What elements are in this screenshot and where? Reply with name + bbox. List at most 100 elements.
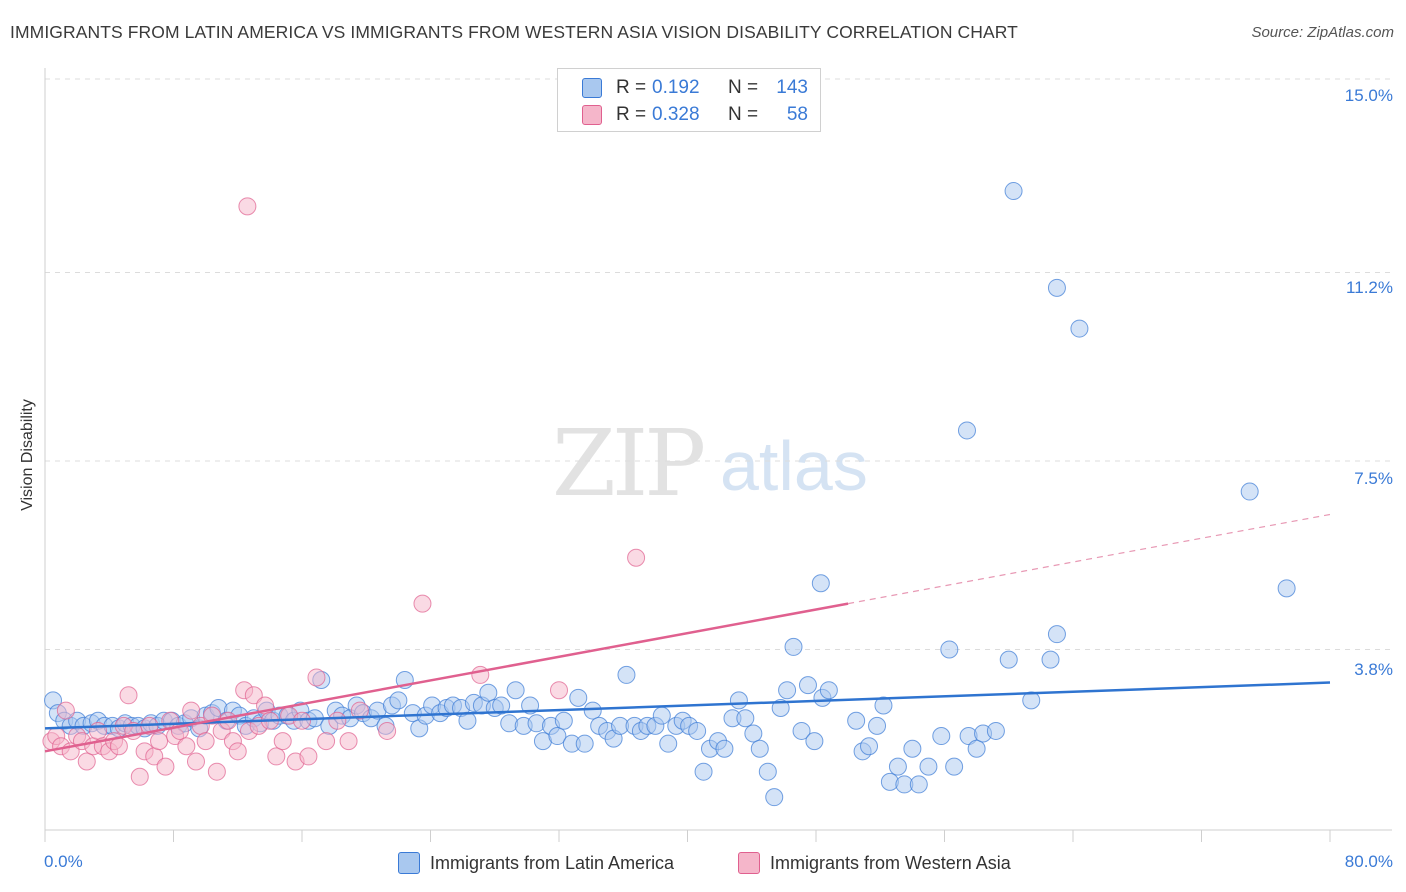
- data-point: [932, 727, 951, 746]
- data-point: [784, 637, 803, 656]
- legend-r-key: R =: [616, 104, 647, 125]
- data-point: [986, 721, 1005, 740]
- data-point: [299, 747, 318, 766]
- data-point: [378, 721, 397, 740]
- data-point: [909, 775, 928, 794]
- data-point: [238, 197, 257, 216]
- blue-swatch-icon: [582, 78, 602, 98]
- data-point: [389, 691, 408, 710]
- trend-line-western-asia-extended: [848, 513, 1331, 605]
- data-point: [186, 752, 205, 771]
- data-point: [1070, 319, 1089, 338]
- blue-swatch-icon: [398, 852, 420, 874]
- data-point: [919, 757, 938, 776]
- data-point: [694, 762, 713, 781]
- legend-r-value: 0.328: [652, 104, 700, 125]
- data-point: [182, 701, 201, 720]
- data-point: [119, 686, 138, 705]
- data-point: [506, 681, 525, 700]
- data-point: [627, 548, 646, 567]
- data-point: [413, 594, 432, 613]
- data-point: [798, 676, 817, 695]
- data-point: [888, 757, 907, 776]
- legend-n-key: N =: [728, 104, 759, 125]
- bottom-legend-latin-america: Immigrants from Latin America: [398, 852, 674, 874]
- legend-row-latin-america: R = 0.192 N = 143: [582, 77, 808, 99]
- watermark-atlas: atlas: [720, 427, 868, 505]
- data-point: [177, 737, 196, 756]
- data-point: [874, 696, 893, 715]
- data-point: [1277, 579, 1296, 598]
- legend-r-key: R =: [616, 77, 647, 98]
- series-latin-america: [44, 182, 1296, 807]
- x-tick-label-min: 0.0%: [44, 852, 83, 871]
- series-western-asia: [42, 197, 646, 786]
- data-point: [617, 665, 636, 684]
- chart-title: IMMIGRANTS FROM LATIN AMERICA VS IMMIGRA…: [10, 22, 1018, 42]
- data-point: [575, 734, 594, 753]
- watermark-zip: ZIP: [552, 410, 706, 517]
- data-point: [940, 640, 959, 659]
- legend-label: Immigrants from Western Asia: [770, 852, 1011, 873]
- data-point: [1004, 182, 1023, 201]
- data-point: [659, 734, 678, 753]
- source-label: Source: ZipAtlas.com: [1251, 24, 1394, 41]
- data-point: [765, 788, 784, 807]
- data-point: [1022, 691, 1041, 710]
- data-point: [550, 681, 568, 700]
- gridlines: [45, 78, 1392, 650]
- data-point: [771, 699, 790, 718]
- data-point: [267, 747, 286, 766]
- data-point: [228, 742, 247, 761]
- data-point: [1047, 278, 1066, 297]
- data-point: [244, 686, 263, 705]
- data-point: [758, 762, 777, 781]
- data-point: [479, 683, 498, 702]
- data-point: [729, 691, 748, 710]
- data-point: [999, 650, 1018, 669]
- data-point: [1047, 625, 1066, 644]
- data-point: [293, 711, 311, 730]
- data-point: [350, 701, 369, 720]
- legend-n-value: 143: [776, 77, 808, 98]
- y-tick-label: 3.8%: [1354, 660, 1393, 679]
- data-point: [805, 732, 824, 751]
- data-point: [811, 574, 830, 593]
- data-point: [860, 737, 879, 756]
- data-point: [1240, 482, 1259, 501]
- data-point: [156, 757, 175, 776]
- data-point: [89, 721, 108, 740]
- data-point: [652, 706, 671, 725]
- data-point: [967, 739, 986, 758]
- data-point: [196, 732, 215, 751]
- data-point: [307, 668, 326, 687]
- y-tick-label: 7.5%: [1354, 469, 1393, 488]
- data-point: [77, 752, 96, 771]
- data-point: [1041, 650, 1060, 669]
- data-point: [715, 739, 734, 758]
- y-tick-label: 15.0%: [1344, 86, 1393, 105]
- data-point: [328, 711, 347, 730]
- data-point: [150, 732, 169, 751]
- data-point: [819, 681, 838, 700]
- data-point: [492, 696, 511, 715]
- pink-swatch-icon: [582, 105, 602, 125]
- data-point: [56, 701, 75, 720]
- pink-swatch-icon: [738, 852, 760, 874]
- data-point: [339, 732, 358, 751]
- trend-lines: [44, 513, 1331, 753]
- data-point: [792, 721, 811, 740]
- trend-line-western-asia: [44, 602, 849, 753]
- data-point: [130, 767, 149, 786]
- x-tick-label-max: 80.0%: [1344, 852, 1393, 871]
- data-point: [903, 739, 922, 758]
- data-point: [207, 762, 226, 781]
- data-point: [458, 711, 477, 730]
- data-point: [744, 724, 763, 743]
- data-point: [750, 739, 769, 758]
- data-point: [554, 711, 573, 730]
- data-point: [736, 709, 755, 728]
- legend-label: Immigrants from Latin America: [430, 852, 675, 873]
- data-point: [273, 732, 292, 751]
